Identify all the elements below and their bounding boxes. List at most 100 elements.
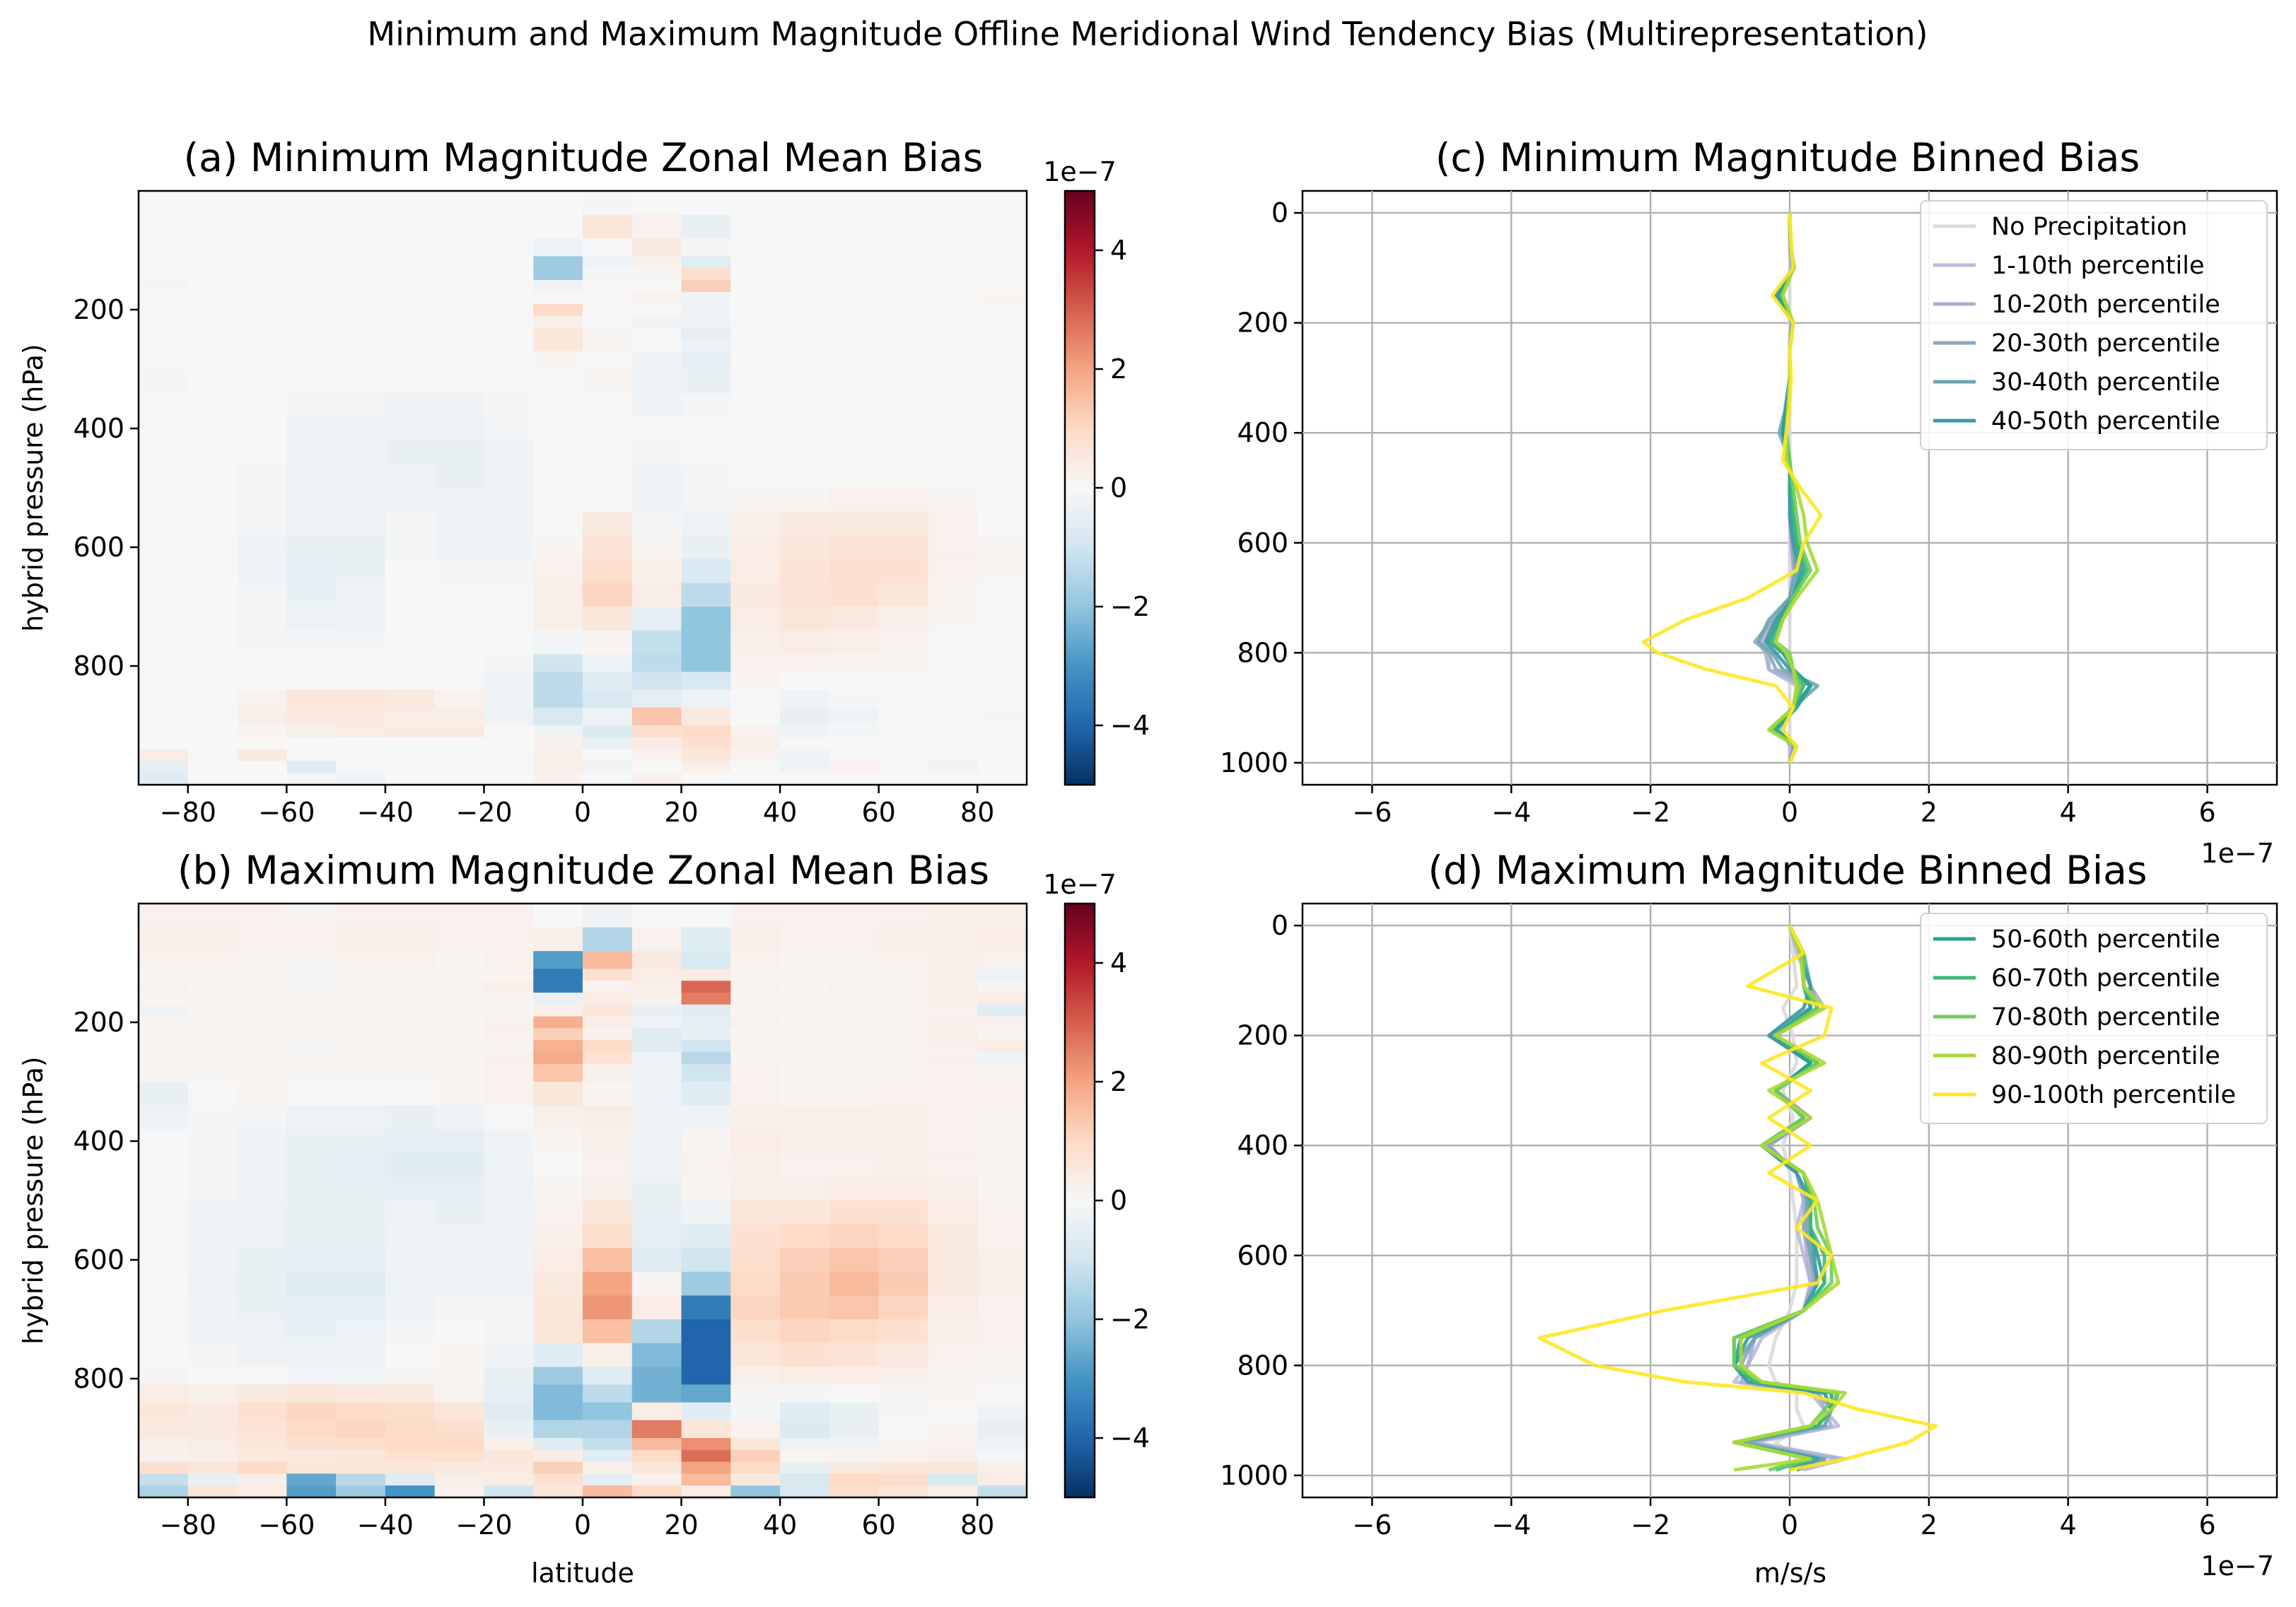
panel-a-cell — [829, 707, 880, 726]
panel-a-cell — [286, 535, 337, 560]
panel-b-cell — [681, 1367, 731, 1385]
panel-a-colorbar-segment — [1065, 752, 1095, 756]
panel-b-cell — [631, 1004, 682, 1017]
panel-a-cell — [187, 392, 238, 417]
panel-a-cell — [187, 749, 238, 761]
panel-b-colorbar-segment — [1065, 924, 1095, 928]
panel-b-colorbar-segment — [1065, 1013, 1095, 1017]
panel-b-cell — [928, 993, 978, 1005]
panel-a-colorbar-segment — [1065, 562, 1095, 566]
panel-b-cell — [484, 1367, 534, 1385]
panel-a-cell — [631, 351, 682, 370]
panel-a-colorbar-segment — [1065, 633, 1095, 637]
panel-b-cell — [878, 1052, 929, 1065]
panel-d-xtick-label: 4 — [2060, 1509, 2077, 1541]
panel-c-xtick-label: −2 — [1631, 797, 1670, 828]
panel-a-cell — [139, 737, 189, 750]
panel-b-cell — [928, 951, 978, 969]
panel-b-cell — [977, 1420, 1027, 1439]
panel-a-cell — [385, 256, 436, 269]
panel-b-colorbar-segment — [1065, 1313, 1095, 1317]
panel-a-cell — [977, 773, 1027, 785]
panel-a-cell — [533, 256, 583, 269]
panel-b-cell — [928, 1040, 978, 1053]
panel-b-colorbar-segment — [1065, 1343, 1095, 1347]
panel-b-cell — [681, 1271, 731, 1296]
panel-b-cell — [434, 1200, 485, 1225]
panel-b-cell — [385, 1105, 436, 1130]
panel-a-cell — [631, 607, 682, 631]
panel-a-cell — [533, 214, 583, 239]
panel-a-colorbar-segment — [1065, 336, 1095, 340]
panel-a-cell — [187, 488, 238, 513]
panel-a-cell — [730, 369, 781, 394]
panel-b-cell — [878, 1384, 929, 1403]
panel-a-cell — [631, 725, 682, 738]
panel-b-cell — [928, 981, 978, 993]
panel-a-colorbar-tick-label: 2 — [1110, 353, 1127, 385]
panel-a-cell — [730, 191, 781, 216]
panel-a-cell — [385, 268, 436, 281]
panel-a-cell — [484, 464, 534, 489]
panel-b-cell — [237, 1438, 287, 1451]
panel-a-cell — [434, 256, 485, 269]
panel-a-colorbar-segment — [1065, 716, 1095, 720]
panel-d-line-80-90th-percentile — [1732, 925, 1848, 1472]
panel-a-cell — [977, 583, 1027, 607]
panel-a-colorbar-segment — [1065, 265, 1095, 269]
panel-a-cell — [237, 191, 287, 216]
panel-a-cell — [286, 761, 337, 773]
panel-b-cell — [237, 1028, 287, 1041]
panel-c-xtick-label: 0 — [1781, 797, 1798, 828]
panel-c-legend-label: 10-20th percentile — [1991, 291, 2220, 319]
panel-a-cell — [730, 392, 781, 417]
panel-b-colorbar-segment — [1065, 951, 1095, 955]
panel-a-cell — [878, 654, 929, 672]
panel-b-cell — [237, 1295, 287, 1320]
panel-a-cell — [780, 440, 830, 464]
panel-a-cell — [385, 689, 436, 708]
panel-b-cell — [237, 1016, 287, 1029]
panel-b-cell — [878, 904, 929, 928]
panel-b-colorbar-segment — [1065, 915, 1095, 919]
panel-b-cell — [780, 1129, 830, 1154]
panel-a-colorbar-segment — [1065, 372, 1095, 376]
panel-b-cell — [583, 1485, 633, 1498]
panel-a-ytick-label: 400 — [73, 413, 124, 444]
panel-b-cell — [187, 1438, 238, 1451]
panel-a-cell — [336, 725, 386, 738]
panel-a-cell — [829, 214, 880, 239]
panel-b-cell — [829, 981, 880, 993]
panel-b-cell — [484, 1485, 534, 1498]
panel-b-cell — [533, 1449, 583, 1463]
panel-a-cell — [484, 339, 534, 352]
panel-a-cell — [139, 291, 189, 305]
panel-a-cell — [533, 392, 583, 417]
panel-a-cell — [336, 535, 386, 560]
panel-b-colorbar-segment — [1065, 1082, 1095, 1085]
panel-a-colorbar-segment — [1065, 621, 1095, 625]
panel-a-cell — [780, 672, 830, 691]
panel-b-cell — [928, 1063, 978, 1082]
panel-b-colorbar-segment — [1065, 1355, 1095, 1359]
panel-b-xtick-label: −40 — [357, 1509, 414, 1541]
panel-b-cell — [631, 1343, 682, 1367]
panel-a-cell — [484, 369, 534, 394]
panel-b-cell — [928, 1224, 978, 1249]
panel-b-cell — [730, 1384, 781, 1403]
panel-b-cell — [631, 1082, 682, 1106]
panel-a-cell — [187, 351, 238, 370]
panel-b-cell — [631, 1295, 682, 1320]
panel-a-cell — [385, 630, 436, 655]
panel-b-cell — [286, 1402, 337, 1421]
panel-a-cell — [237, 707, 287, 726]
panel-b-colorbar-segment — [1065, 1108, 1095, 1112]
panel-b-cell — [583, 1063, 633, 1082]
panel-b-cell — [829, 1016, 880, 1029]
panel-a-cell — [484, 654, 534, 672]
panel-b-colorbar-segment — [1065, 1417, 1095, 1421]
panel-a-cell — [385, 464, 436, 489]
panel-a-xtick-label: −60 — [258, 797, 315, 828]
panel-b-cell — [681, 904, 731, 928]
panel-a-colorbar-segment — [1065, 776, 1095, 780]
